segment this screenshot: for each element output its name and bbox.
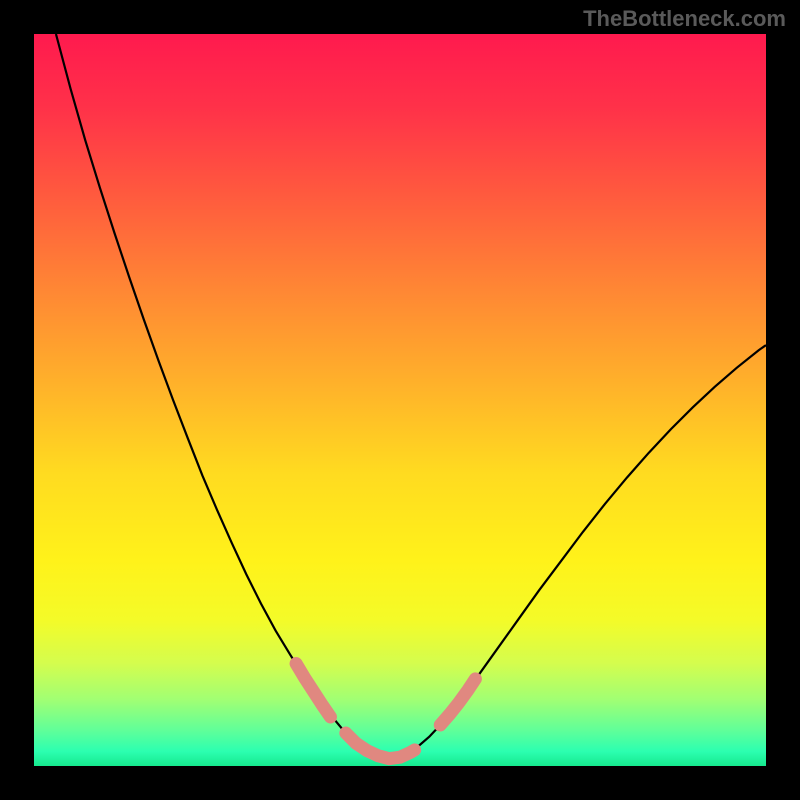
chart-plot-area: [34, 34, 766, 766]
highlight-segment: [296, 664, 330, 717]
highlight-segments: [296, 664, 475, 759]
bottleneck-curve-right: [385, 345, 766, 759]
watermark-text: TheBottleneck.com: [583, 6, 786, 32]
highlight-segment: [367, 750, 415, 759]
highlight-segment: [440, 679, 475, 725]
curve-overlay: [34, 34, 766, 766]
bottleneck-curve-left: [56, 34, 385, 759]
